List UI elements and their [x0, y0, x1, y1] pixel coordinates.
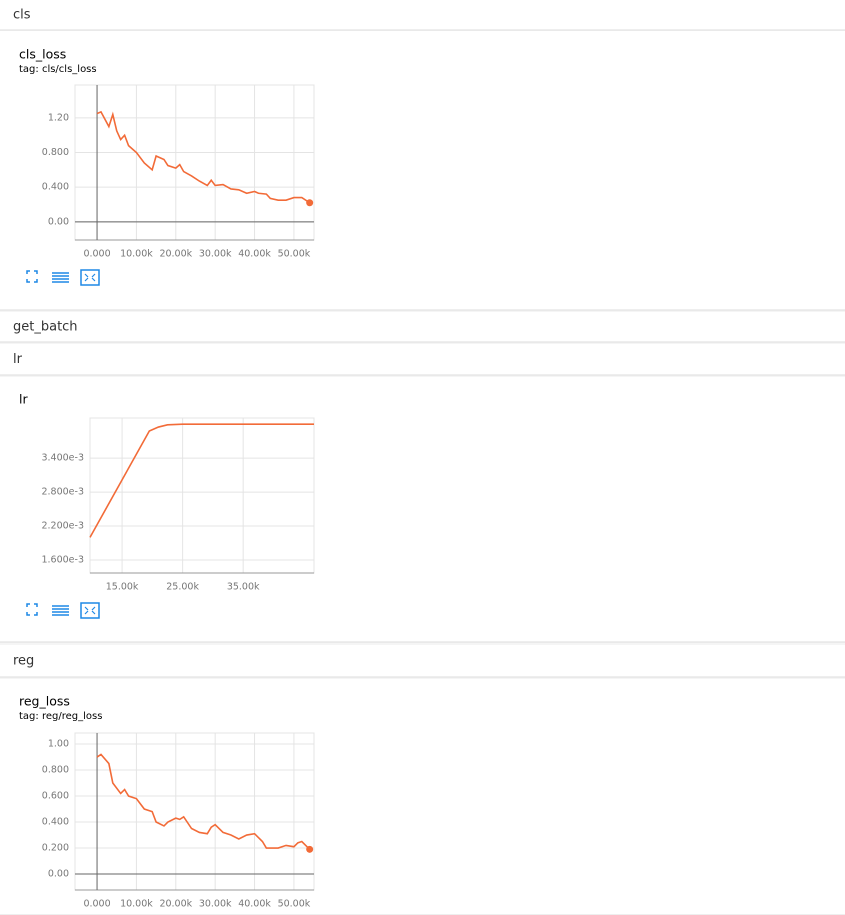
chart-title: reg_loss: [19, 694, 70, 709]
series-line: [96, 110, 311, 204]
y-tick-label: 0.400: [42, 817, 69, 828]
chart-title: cls_loss: [19, 47, 66, 62]
y-tick-label: 0.400: [42, 182, 69, 193]
x-tick-label: 50.00k: [278, 899, 311, 910]
y-tick-label: 0.00: [48, 869, 69, 880]
chart-tag: tag: cls/cls_loss: [19, 64, 97, 75]
y-tick-label: 0.600: [42, 791, 69, 802]
y-tick-label: 3.400e-3: [41, 453, 84, 464]
y-tick-label: 1.600e-3: [41, 554, 84, 565]
section-name[interactable]: reg: [13, 654, 34, 669]
expand-button[interactable]: [26, 603, 38, 616]
fit-domain-icon[interactable]: [84, 273, 96, 282]
x-tick-label: 35.00k: [227, 582, 260, 593]
y-tick-label: 0.00: [48, 216, 69, 227]
section-header[interactable]: [0, 312, 845, 342]
x-tick-label: 10.00k: [120, 249, 153, 260]
chart-card: [0, 679, 845, 915]
x-tick-label: 0.000: [83, 249, 110, 260]
fit-domain-button[interactable]: [80, 269, 100, 286]
y-tick-label: 2.200e-3: [41, 521, 84, 532]
x-tick-label: 30.00k: [199, 899, 232, 910]
y-tick-label: 0.800: [42, 765, 69, 776]
end-point: [306, 199, 314, 207]
x-tick-label: 0.000: [83, 899, 110, 910]
series-line: [96, 753, 311, 850]
section-header[interactable]: [0, 0, 845, 30]
expand-button[interactable]: [26, 270, 38, 283]
fit-domain-button[interactable]: [80, 602, 100, 619]
x-tick-label: 10.00k: [120, 899, 153, 910]
chart-card: [0, 377, 845, 642]
section-name[interactable]: get_batch: [13, 320, 78, 335]
y-tick-label: 0.800: [42, 147, 69, 158]
y-tick-label: 1.00: [48, 739, 69, 750]
x-tick-label: 50.00k: [278, 249, 311, 260]
x-tick-label: 25.00k: [166, 582, 199, 593]
x-tick-label: 40.00k: [238, 899, 271, 910]
y-tick-label: 0.200: [42, 843, 69, 854]
section-name[interactable]: cls: [13, 8, 31, 23]
end-point: [306, 845, 314, 853]
fit-domain-icon[interactable]: [84, 606, 96, 615]
section-name[interactable]: lr: [13, 352, 23, 367]
x-tick-label: 20.00k: [159, 249, 192, 260]
section-header[interactable]: [0, 645, 845, 677]
x-tick-label: 15.00k: [106, 582, 139, 593]
x-tick-label: 30.00k: [199, 249, 232, 260]
series-line: [89, 423, 314, 538]
section-header[interactable]: [0, 344, 845, 375]
x-tick-label: 20.00k: [159, 899, 192, 910]
chart-title: lr: [19, 392, 28, 407]
y-tick-label: 2.800e-3: [41, 487, 84, 498]
x-tick-label: 40.00k: [238, 249, 271, 260]
y-tick-label: 1.20: [48, 112, 69, 123]
chart-card: [0, 31, 845, 310]
chart-tag: tag: reg/reg_loss: [19, 711, 102, 722]
